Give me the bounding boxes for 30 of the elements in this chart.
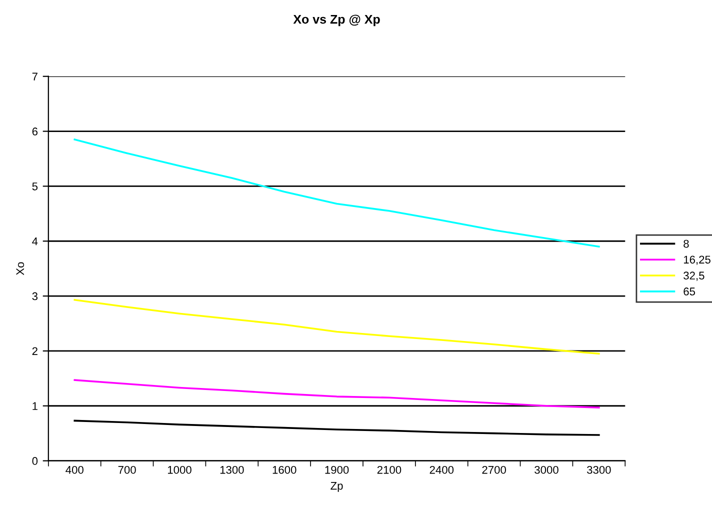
legend-label: 32,5 (684, 272, 704, 281)
x-tick-label: 2700 (482, 466, 506, 474)
x-tick-label: 3000 (534, 466, 558, 474)
y-tick-label: 4 (32, 238, 38, 246)
y-tick-label: 5 (32, 182, 38, 190)
x-tick-label: 2400 (430, 466, 454, 474)
y-tick-label: 1 (32, 402, 38, 410)
y-tick-label: 6 (32, 128, 38, 136)
y-tick-label: 7 (32, 72, 38, 80)
line-series (74, 379, 600, 408)
line-series (74, 420, 600, 436)
x-tick-label: 1900 (325, 466, 349, 474)
x-tick-label: 1000 (168, 466, 192, 474)
chart-title: Xo vs Zp @ Xp (293, 14, 380, 26)
y-tick-label: 2 (32, 347, 38, 355)
x-tick-label: 1300 (220, 466, 244, 474)
y-tick-label: 0 (32, 457, 38, 465)
line-series (74, 298, 600, 355)
x-tick-label: 400 (66, 466, 84, 474)
y-axis-title: Xo (16, 262, 24, 276)
x-tick-label: 2100 (377, 466, 402, 474)
legend-label: 8 (684, 240, 689, 248)
x-tick-label: 1600 (272, 466, 296, 474)
legend-label: 65 (684, 288, 696, 296)
y-tick-label: 3 (32, 292, 38, 300)
x-axis-title: Zp (330, 482, 343, 492)
x-tick-label: 3300 (586, 466, 611, 474)
line-series (74, 138, 600, 248)
legend-label: 16,25 (684, 256, 710, 265)
x-tick-label: 700 (118, 466, 136, 474)
